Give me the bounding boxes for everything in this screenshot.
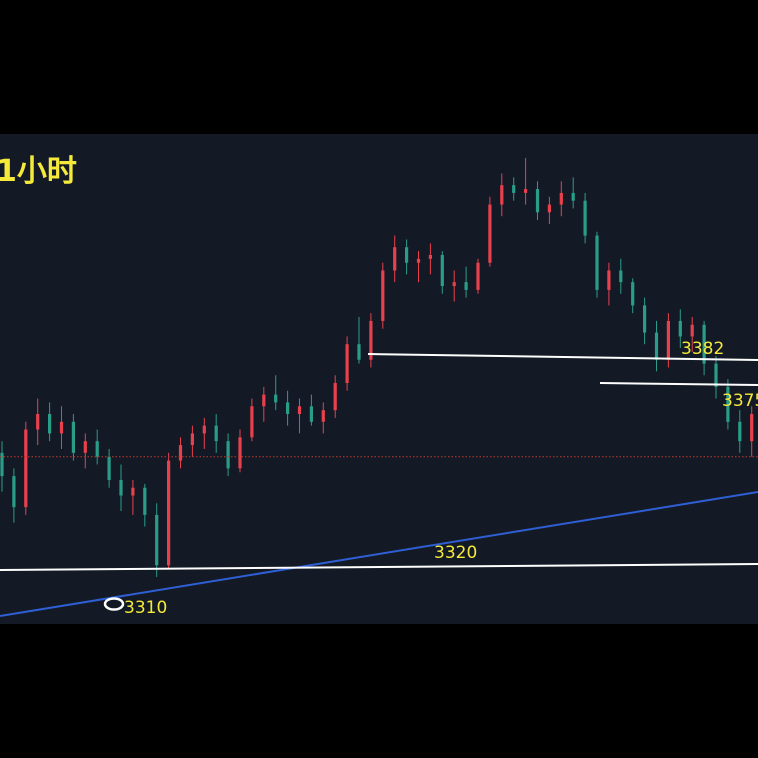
- candle-body: [690, 324, 694, 337]
- candle-body: [654, 332, 659, 360]
- candle-body: [190, 433, 194, 446]
- candle-body: [83, 441, 87, 453]
- candle-body: [666, 320, 670, 360]
- candle-body: [202, 425, 206, 434]
- candle-body: [309, 406, 313, 422]
- candle-body: [12, 476, 16, 508]
- low-point-marker: [103, 597, 125, 611]
- candlestick-chart: 3382 3375 3320 3310 1小时: [0, 154, 758, 618]
- candle-body: [345, 344, 349, 383]
- candle-body: [416, 258, 421, 263]
- level-line-3320: [0, 563, 758, 571]
- candle-body: [393, 247, 397, 271]
- level-line-3375: [599, 382, 758, 386]
- candles-layer: [0, 158, 754, 577]
- candle-body: [607, 270, 611, 290]
- candle-body: [333, 383, 337, 411]
- candle-body: [738, 421, 742, 442]
- candle-body: [107, 456, 111, 480]
- candle-body: [405, 247, 409, 263]
- level-label-3382: 3382: [681, 339, 724, 359]
- candle-body: [226, 441, 230, 469]
- level-line-3382: [367, 353, 758, 361]
- candle-body: [535, 189, 540, 213]
- candle-body: [369, 320, 373, 360]
- candle-body: [24, 429, 28, 508]
- candle-body: [476, 262, 480, 290]
- candle-body: [178, 445, 183, 461]
- candle-body: [583, 200, 587, 236]
- candle-body: [262, 394, 266, 407]
- candle-body: [321, 410, 325, 422]
- candle-body: [274, 394, 278, 403]
- candle-body: [619, 270, 623, 283]
- candle-body: [631, 282, 635, 306]
- candle-body: [95, 441, 99, 457]
- chart-panel: 3382 3375 3320 3310 1小时: [0, 134, 758, 624]
- candle-body: [452, 282, 456, 287]
- candle-body: [119, 479, 123, 496]
- candle-body: [440, 254, 444, 287]
- candle-body: [678, 320, 682, 337]
- candle-body: [428, 254, 432, 259]
- candle-body: [702, 324, 706, 364]
- candle-body: [559, 192, 563, 205]
- candle-body: [547, 204, 551, 213]
- candle-body: [714, 363, 718, 387]
- candle-body: [143, 487, 147, 515]
- candle-body: [214, 425, 218, 442]
- candle-body: [726, 386, 730, 422]
- candle-body: [131, 487, 135, 496]
- rising-trend-line: [0, 491, 758, 617]
- candle-body: [512, 185, 516, 193]
- candle-body: [250, 406, 254, 438]
- candle-body: [750, 414, 754, 442]
- candle-body: [464, 282, 468, 290]
- candle-body: [48, 414, 52, 434]
- candle-body: [286, 402, 290, 415]
- candle-body: [0, 452, 4, 477]
- candle-body: [71, 421, 75, 453]
- candle-body: [571, 192, 575, 201]
- chart-title: 1小时: [0, 154, 77, 189]
- candle-body: [155, 514, 159, 566]
- level-label-3320: 3320: [434, 543, 477, 563]
- candle-body: [357, 344, 361, 360]
- candle-body: [238, 437, 242, 469]
- candle-body: [595, 235, 599, 290]
- candle-body: [488, 204, 492, 263]
- candle-body: [59, 421, 64, 434]
- candle-body: [500, 185, 504, 205]
- level-label-3375: 3375: [722, 391, 758, 411]
- candle-body: [36, 414, 40, 430]
- candle-body: [643, 305, 647, 333]
- candle-body: [167, 460, 171, 566]
- candle-body: [524, 189, 528, 193]
- candle-body: [381, 270, 385, 321]
- candle-body: [297, 406, 302, 415]
- low-point-label: 3310: [124, 598, 167, 618]
